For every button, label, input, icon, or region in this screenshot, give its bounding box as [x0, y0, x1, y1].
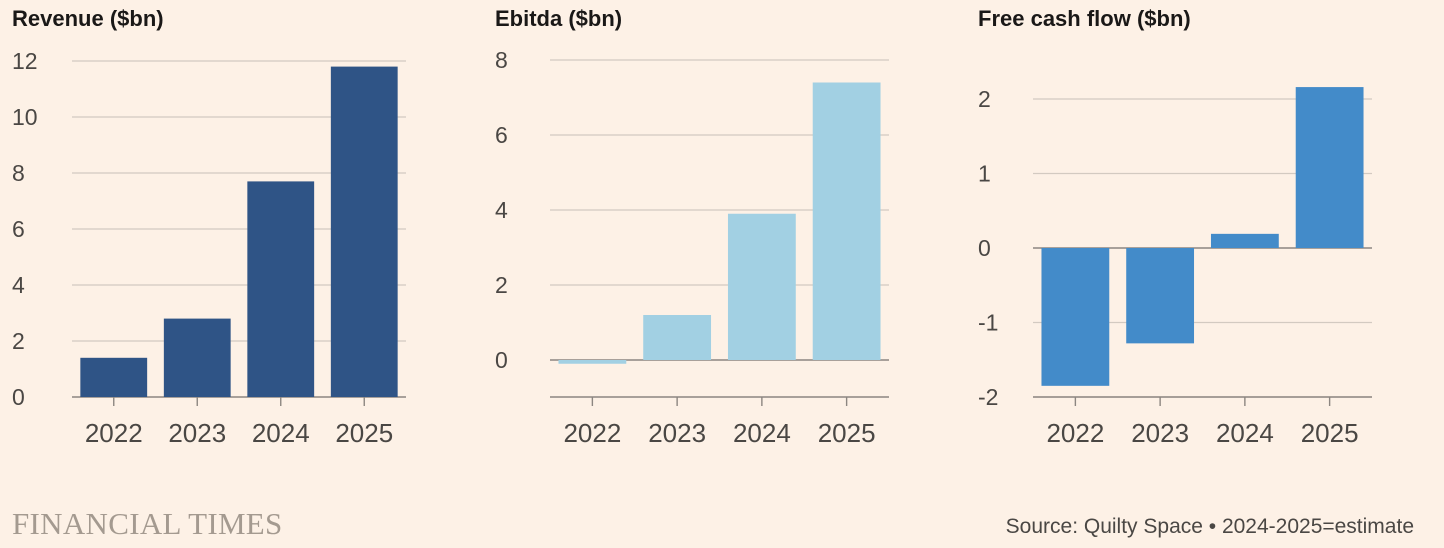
- x-tick-label: 2025: [335, 418, 393, 448]
- bar-2024: [727, 213, 796, 360]
- y-tick-label: 8: [495, 47, 508, 73]
- y-tick-label: 12: [12, 48, 38, 74]
- bar-2022: [80, 357, 148, 397]
- chart-svg: 0 2 4 6 8 10 12 2022 2023 2024 2025: [12, 48, 406, 448]
- y-tick-label: 0: [978, 235, 991, 261]
- y-tick-label: 0: [495, 347, 508, 373]
- y-tick-label: 2: [12, 328, 25, 354]
- bar-2024: [247, 181, 315, 397]
- bar-2023: [643, 315, 712, 360]
- y-tick-label: 8: [12, 160, 25, 186]
- y-tick-label: 6: [12, 216, 25, 242]
- y-tick-label: -1: [978, 310, 998, 336]
- x-tick-label: 2023: [168, 418, 226, 448]
- y-tick-label: 6: [495, 122, 508, 148]
- source-note: Source: Quilty Space • 2024-2025=estimat…: [1005, 515, 1414, 538]
- bar-2025: [330, 66, 398, 397]
- x-tick-label: 2023: [648, 418, 706, 448]
- chart-title: Free cash flow ($bn): [978, 6, 1191, 31]
- revenue-chart: Revenue ($bn) 0 2 4 6 8 10 12 2022 2023 2024 2025: [12, 0, 406, 470]
- chart-svg: -2 -1 0 1 2 2022 2023 2024 2025: [978, 86, 1372, 448]
- y-tick-label: 10: [12, 104, 38, 130]
- x-tick-label: 2022: [1046, 418, 1104, 448]
- y-tick-label: 1: [978, 161, 991, 187]
- y-tick-label: 4: [495, 197, 508, 223]
- x-tick-label: 2023: [1131, 418, 1189, 448]
- ebitda-chart: Ebitda ($bn) 0 2 4 6 8 2022 2023 2024 2025: [495, 0, 889, 470]
- x-tick-label: 2024: [252, 418, 310, 448]
- bar-2022: [558, 360, 627, 364]
- chart-title: Revenue ($bn): [12, 6, 164, 31]
- bar-2025: [1295, 87, 1364, 248]
- bar-2022: [1041, 248, 1110, 386]
- bar-2024: [1210, 233, 1279, 248]
- bar-2023: [1126, 248, 1195, 344]
- y-tick-label: 2: [978, 86, 991, 112]
- x-tick-label: 2024: [733, 418, 791, 448]
- x-tick-label: 2024: [1216, 418, 1274, 448]
- free-cash-flow-chart: Free cash flow ($bn) -2 -1 0 1 2 2022 2023 2024…: [978, 0, 1372, 470]
- chart-svg: 0 2 4 6 8 2022 2023 2024 2025: [495, 47, 889, 448]
- y-tick-label: 0: [12, 384, 25, 410]
- y-tick-label: 4: [12, 272, 25, 298]
- x-tick-label: 2025: [1301, 418, 1359, 448]
- x-tick-label: 2025: [818, 418, 876, 448]
- ft-logo: FINANCIAL TIMES: [12, 506, 283, 541]
- x-tick-label: 2022: [563, 418, 621, 448]
- y-tick-label: 2: [495, 272, 508, 298]
- chart-title: Ebitda ($bn): [495, 6, 623, 31]
- y-tick-label: -2: [978, 384, 998, 410]
- bar-2023: [163, 318, 231, 397]
- bar-2025: [812, 82, 881, 360]
- x-tick-label: 2022: [85, 418, 143, 448]
